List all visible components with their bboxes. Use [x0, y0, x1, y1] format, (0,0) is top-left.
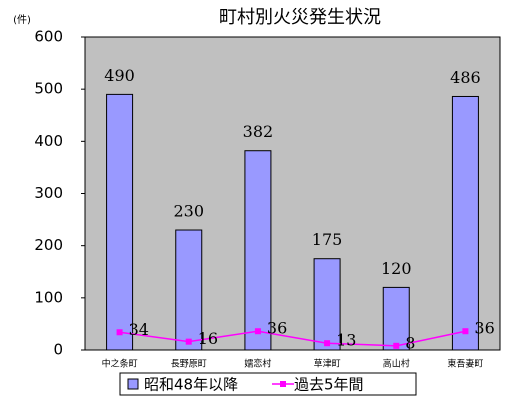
bar-value-label: 382: [243, 122, 274, 141]
line-value-label: 8: [405, 333, 415, 352]
line-marker: [254, 328, 261, 335]
line-value-label: 13: [336, 331, 356, 350]
legend-swatch: [127, 378, 139, 390]
x-tick-label: 中之条町: [102, 358, 138, 370]
bar: [175, 229, 203, 351]
x-tick-label: 東吾妻町: [447, 358, 483, 370]
line-marker: [185, 338, 192, 345]
bar: [451, 95, 479, 351]
legend-box: [119, 372, 417, 396]
x-tick-label: 嬬恋村: [244, 358, 271, 370]
y-tick-label: 0: [53, 341, 63, 359]
bar-value-label: 120: [381, 259, 412, 278]
line-marker: [393, 342, 400, 349]
bar: [244, 150, 272, 351]
line-marker: [462, 328, 469, 335]
y-tick-label: 400: [34, 132, 63, 150]
line-value-label: 36: [474, 319, 494, 338]
bar-value-label: 175: [312, 230, 343, 249]
bar-value-label: 486: [450, 68, 481, 87]
x-tick-label: 高山村: [383, 358, 410, 370]
y-tick-label: 200: [34, 236, 63, 254]
y-tick-label: 300: [34, 184, 63, 202]
line-marker: [324, 340, 331, 347]
line: [119, 330, 466, 347]
bar-value-label: 230: [173, 202, 204, 221]
line-value-label: 34: [129, 320, 149, 339]
plot-area: [84, 36, 501, 351]
bar: [313, 258, 341, 351]
bar: [106, 93, 134, 351]
bar: [382, 286, 410, 351]
line-marker: [116, 329, 123, 336]
line-value-label: 16: [198, 329, 218, 348]
y-tick-label: 100: [34, 288, 63, 306]
chart-title: 町村別火災発生状況: [219, 7, 381, 28]
x-tick-label: 長野原町: [171, 359, 207, 370]
y-tick-label: 600: [34, 28, 63, 46]
line-value-label: 36: [267, 319, 287, 338]
legend-label: 過去5年間: [294, 376, 364, 394]
bar-value-label: 490: [104, 66, 135, 85]
legend-swatch: [280, 381, 286, 387]
x-tick-label: 草津町: [314, 358, 341, 370]
legend-label: 昭和48年以降: [144, 376, 238, 394]
y-axis-label: (件): [13, 14, 31, 26]
y-tick-label: 500: [34, 80, 63, 98]
